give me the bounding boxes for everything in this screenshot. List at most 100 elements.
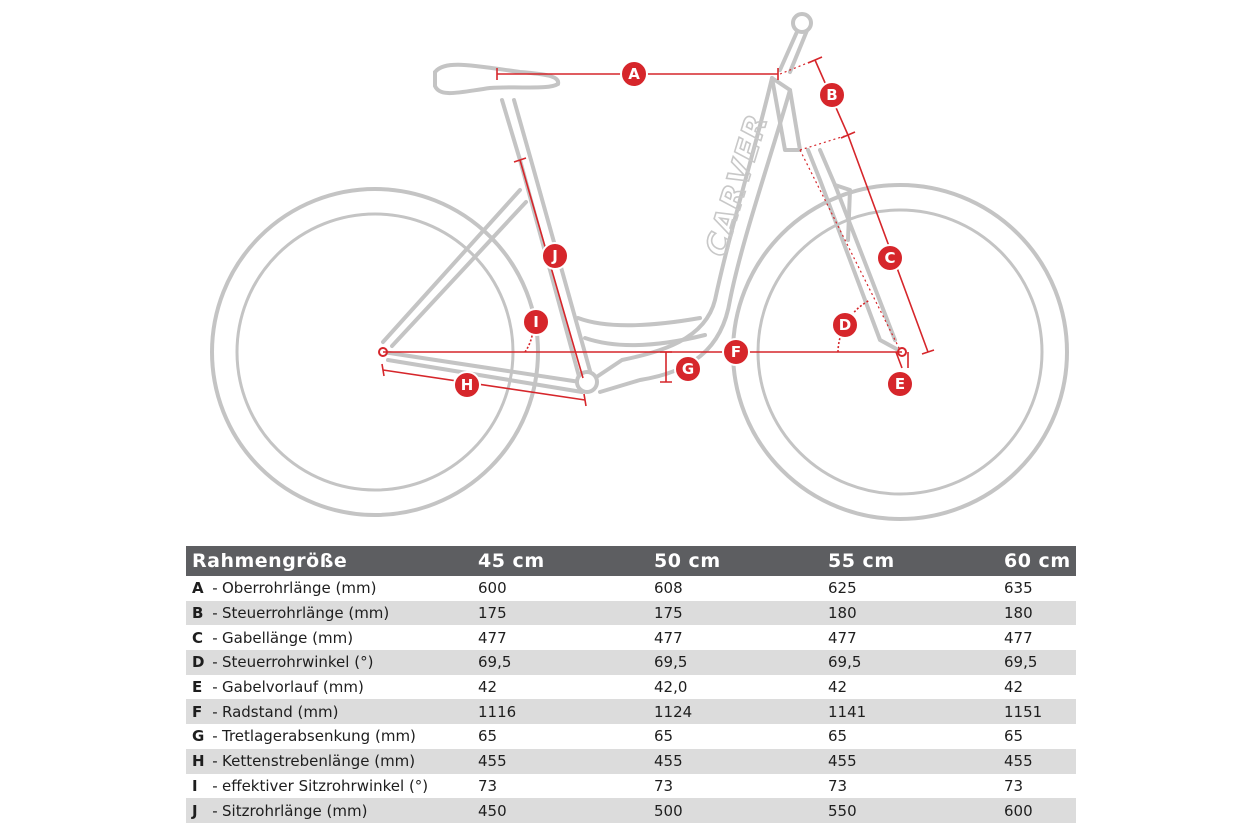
marker-g: G [674, 355, 702, 383]
row-value: 625 [828, 579, 857, 598]
row-separator: - [212, 776, 218, 795]
row-value: 477 [1004, 628, 1033, 647]
row-value: 69,5 [998, 650, 1076, 675]
row-label-cell: J - Sitzrohrlänge (mm) [186, 798, 472, 823]
row-label: Gabelvorlauf (mm) [222, 678, 364, 697]
row-value: 65 [478, 727, 498, 746]
row-label: Oberrohrlänge (mm) [222, 579, 377, 598]
svg-text:H: H [461, 376, 474, 394]
marker-e: E [886, 370, 914, 398]
row-label-cell: E - Gabelvorlauf (mm) [186, 675, 472, 700]
row-letter: D [192, 653, 205, 672]
row-letter: E [192, 678, 203, 697]
row-value: 450 [472, 798, 648, 823]
row-separator: - [212, 727, 218, 746]
svg-text:A: A [628, 65, 640, 83]
svg-text:J: J [551, 247, 558, 265]
header-size-55: 55 cm [822, 546, 998, 576]
row-value: 180 [822, 600, 998, 626]
marker-c: C [876, 244, 904, 272]
row-value: 73 [828, 776, 848, 795]
row-value: 455 [648, 748, 822, 774]
row-label-cell: F - Radstand (mm) [186, 699, 472, 725]
row-value: 65 [828, 727, 848, 746]
row-letter: I [192, 776, 198, 795]
marker-h: H [453, 371, 481, 399]
row-letter: J [192, 801, 198, 820]
row-value: 600 [478, 579, 507, 598]
marker-d: D [831, 311, 859, 339]
row-letter: A [192, 579, 204, 598]
row-value: 65 [654, 727, 674, 746]
header-frame-size: Rahmengröße [186, 546, 472, 576]
row-value: 73 [478, 776, 498, 795]
table-row: E - Gabelvorlauf (mm) 42 42,0 42 42 [186, 675, 1076, 700]
table-row: B - Steuerrohrlänge (mm) 175 175 180 180 [186, 600, 1076, 626]
row-label-cell: G - Tretlagerabsenkung (mm) [186, 724, 472, 749]
table-body: A - Oberrohrlänge (mm) 600 608 625 635 B - Steuer… [186, 576, 1076, 823]
row-value: 42 [828, 678, 848, 697]
row-separator: - [212, 628, 218, 647]
table-row: F - Radstand (mm) 1116 1124 1141 1151 [186, 699, 1076, 725]
row-label: Gabellänge (mm) [222, 628, 354, 647]
table-row: J - Sitzrohrlänge (mm) 450 500 550 600 [186, 798, 1076, 823]
row-letter: G [192, 727, 205, 746]
row-separator: - [212, 653, 218, 672]
row-label: Kettenstrebenlänge (mm) [222, 752, 416, 771]
row-value: 42,0 [654, 678, 688, 697]
row-separator: - [212, 702, 218, 721]
marker-a: A [620, 60, 648, 88]
row-letter: B [192, 604, 204, 623]
brand-logo: CARVER [699, 109, 775, 260]
row-label-cell: C - Gabellänge (mm) [186, 625, 472, 650]
row-value: 175 [472, 600, 648, 626]
row-value: 69,5 [472, 650, 648, 675]
header-size-60: 60 cm [998, 546, 1076, 576]
table-row: H - Kettenstrebenlänge (mm) 455 455 455 455 [186, 748, 1076, 774]
row-value: 455 [472, 748, 648, 774]
row-value: 73 [1004, 776, 1024, 795]
header-size-45: 45 cm [472, 546, 648, 576]
row-value: 42 [478, 678, 498, 697]
row-value: 477 [478, 628, 507, 647]
row-value: 500 [648, 798, 822, 823]
handlebar-end [791, 12, 813, 34]
row-value: 65 [1004, 727, 1024, 746]
row-value: 1141 [822, 699, 998, 725]
row-value: 600 [998, 798, 1076, 823]
bike-geometry-diagram: CARVER A B C D E F G H I J [210, 12, 1069, 521]
row-label: Steuerrohrlänge (mm) [222, 604, 390, 623]
row-value: 73 [654, 776, 674, 795]
table-row: G - Tretlagerabsenkung (mm) 65 65 65 65 [186, 724, 1076, 749]
row-separator: - [212, 678, 218, 697]
row-label: Sitzrohrlänge (mm) [222, 801, 368, 820]
row-value: 1124 [648, 699, 822, 725]
row-value: 550 [822, 798, 998, 823]
row-value: 455 [822, 748, 998, 774]
row-value: 1151 [998, 699, 1076, 725]
marker-j: J [541, 242, 569, 270]
row-value: 477 [654, 628, 683, 647]
row-label: Tretlagerabsenkung (mm) [222, 727, 416, 746]
row-value: 180 [998, 600, 1076, 626]
bottom-bracket [575, 370, 599, 394]
row-label-cell: A - Oberrohrlänge (mm) [186, 576, 472, 601]
row-separator: - [212, 579, 218, 598]
row-value: 1116 [472, 699, 648, 725]
row-label: Steuerrohrwinkel (°) [222, 653, 374, 672]
row-label-cell: H - Kettenstrebenlänge (mm) [186, 748, 472, 774]
header-size-50: 50 cm [648, 546, 822, 576]
svg-text:D: D [839, 316, 851, 334]
table-header-row: Rahmengröße 45 cm 50 cm 55 cm 60 cm [186, 546, 1076, 576]
svg-text:F: F [731, 343, 741, 361]
marker-i: I [522, 308, 550, 336]
svg-text:E: E [895, 375, 905, 393]
row-label-cell: B - Steuerrohrlänge (mm) [186, 600, 472, 626]
table-row: C - Gabellänge (mm) 477 477 477 477 [186, 625, 1076, 650]
row-value: 477 [828, 628, 857, 647]
row-separator: - [212, 604, 218, 623]
svg-text:I: I [533, 313, 539, 331]
row-letter: F [192, 702, 203, 721]
row-value: 455 [998, 748, 1076, 774]
row-value: 608 [654, 579, 683, 598]
